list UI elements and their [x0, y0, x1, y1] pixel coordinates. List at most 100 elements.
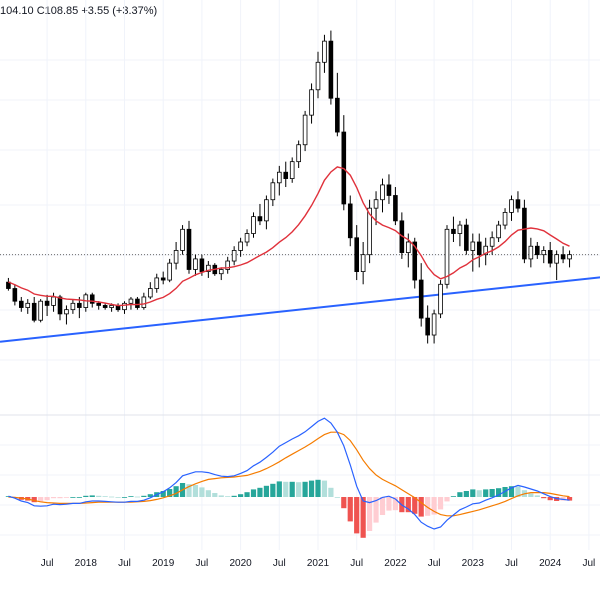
macd-histogram-bar [354, 497, 360, 534]
macd-histogram-bar [470, 489, 476, 497]
macd-histogram-bar [89, 495, 95, 497]
candle-up [380, 184, 385, 201]
candle-up [470, 241, 476, 251]
x-axis-tick-label: 2020 [229, 558, 252, 569]
candle-up [122, 302, 127, 311]
candle-up [496, 224, 501, 239]
candle-up [276, 171, 282, 184]
candle-up [193, 258, 198, 270]
candle-up [309, 89, 314, 116]
macd-histogram-bar [431, 497, 437, 515]
candle-down [257, 216, 263, 222]
macd-histogram-bar [515, 486, 521, 497]
candle-up [251, 216, 256, 234]
candle-down [522, 207, 527, 260]
macd-histogram-bar [128, 496, 134, 497]
macd-histogram-bar [283, 481, 289, 497]
candle-up [483, 245, 488, 256]
candle-up [180, 228, 185, 251]
candle-up [109, 305, 114, 308]
x-axis-tick-label: Jul [350, 558, 363, 569]
macd-histogram-bar [134, 496, 140, 498]
macd-histogram-bar [167, 489, 173, 497]
candle-up [360, 254, 366, 273]
candle-down [547, 250, 553, 264]
candle-up [147, 288, 153, 298]
macd-histogram-bar [96, 495, 102, 497]
candle-down [418, 279, 424, 319]
candle-down [451, 228, 456, 234]
macd-histogram-bar [302, 481, 308, 497]
macd-histogram-bar [328, 487, 334, 497]
macd-histogram-bar [418, 497, 424, 517]
macd-line [8, 417, 570, 530]
macd-histogram-bar [547, 497, 553, 501]
price-change: +3.55 (+3.37%) [81, 5, 158, 17]
candle-down [186, 228, 192, 270]
macd-histogram-bar [373, 497, 379, 523]
candle-down [535, 245, 540, 256]
macd-histogram-bar [463, 491, 469, 497]
candle-up [289, 161, 295, 179]
macd-histogram-bar [321, 480, 328, 497]
candle-up [51, 296, 56, 306]
macd-histogram-bar [347, 497, 353, 522]
macd-histogram-bar [334, 497, 340, 498]
candle-up [302, 114, 308, 146]
candle-down [335, 97, 340, 133]
candle-down [515, 199, 521, 209]
candle-down [89, 294, 95, 304]
candle-down [57, 296, 63, 315]
macd-histogram-bar [341, 497, 347, 509]
candle-down [476, 241, 482, 256]
x-axis-tick-label: Jul [118, 558, 131, 569]
macd-histogram-bar [212, 493, 218, 497]
macd-histogram-bar [50, 497, 57, 499]
macd-histogram-bar [483, 489, 489, 497]
candle-up [528, 245, 534, 260]
macd-histogram-bar [379, 497, 386, 515]
macd-histogram-bar [147, 494, 153, 497]
macd-histogram-bar [489, 489, 495, 497]
macd-histogram-bar [566, 497, 573, 501]
macd-histogram-bar [199, 487, 205, 497]
macd-histogram-bar [121, 497, 128, 498]
candle-up [554, 254, 559, 264]
macd-histogram-bar [270, 483, 276, 497]
candle-up [373, 199, 379, 209]
macd-histogram-bar [360, 497, 366, 538]
candle-up [128, 298, 134, 304]
candle-up [225, 260, 231, 270]
macd-histogram-bar [44, 497, 50, 501]
candle-up [231, 250, 237, 262]
candle-up [457, 224, 463, 234]
macd-histogram-bar [425, 497, 431, 516]
macd-histogram-bar [102, 496, 108, 497]
macd-histogram-bar [289, 481, 295, 497]
candle-up [218, 269, 224, 275]
macd-histogram-bar [392, 497, 398, 511]
macd-histogram-bar [160, 491, 166, 497]
macd-histogram-bar [192, 485, 199, 497]
macd-histogram-bar [231, 495, 237, 497]
candle-down [160, 277, 166, 281]
trend-line [0, 276, 600, 343]
macd-histogram-bar [444, 497, 450, 502]
macd-histogram-bar [405, 497, 411, 513]
candle-down [328, 40, 334, 99]
candle-up [315, 61, 321, 91]
macd-histogram-bar [76, 497, 82, 498]
macd-histogram-bar [386, 497, 392, 511]
candle-down [12, 288, 18, 302]
candle-up [154, 277, 160, 289]
candle-up [296, 144, 301, 163]
macd-histogram-bar [276, 481, 282, 497]
candle-up [541, 250, 547, 256]
x-axis-tick-label: Jul [428, 558, 441, 569]
macd-histogram-bar [296, 482, 302, 497]
candle-up [206, 264, 211, 272]
candle-down [425, 317, 430, 336]
candle-up [70, 302, 76, 311]
macd-histogram-bar [225, 496, 231, 497]
